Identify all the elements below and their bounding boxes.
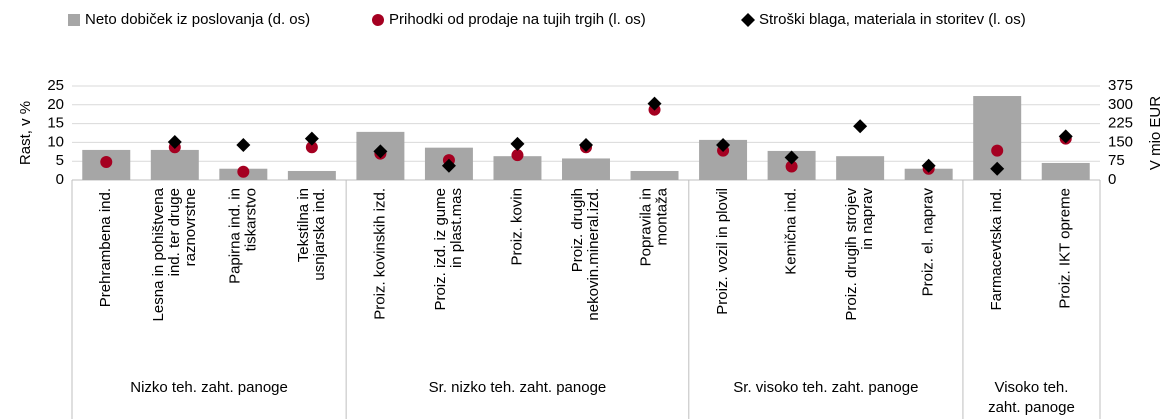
x-tick-label: Tekstilna in — [295, 188, 312, 262]
bar — [150, 149, 199, 180]
x-tick-label: in plast.mas — [448, 188, 465, 268]
y-tick-label: 5 — [56, 152, 64, 169]
group-label: Sr. visoko teh. zaht. panoge — [733, 379, 918, 396]
y-tick-label: 20 — [47, 96, 64, 113]
x-tick-label: Lesna in pohištvena — [150, 187, 167, 321]
legend-label: Stroški blaga, materiala in storitev (l.… — [759, 11, 1026, 28]
x-tick-label: tiskarstvo — [242, 188, 259, 251]
bar — [630, 170, 679, 180]
legend-swatch — [68, 14, 80, 26]
x-tick-label: Proiz. kovinskih izd. — [371, 188, 388, 320]
x-tick-label: Proiz. drugih strojev — [843, 188, 860, 321]
bar — [287, 170, 336, 180]
diamond-marker — [167, 135, 182, 150]
x-tick-label: ind. ter druge — [166, 188, 183, 276]
y-tick-label: 25 — [47, 77, 64, 94]
bar — [1041, 162, 1090, 180]
diamond-marker — [716, 138, 731, 153]
circle-marker — [511, 149, 524, 162]
group-label: Sr. nizko teh. zaht. panoge — [429, 379, 607, 396]
y2-tick-label: 375 — [1108, 77, 1133, 94]
legend-label: Neto dobiček iz poslovanja (d. os) — [85, 11, 310, 28]
y-tick-label: 15 — [47, 115, 64, 132]
circle-marker — [991, 144, 1004, 157]
diamond-marker — [236, 138, 251, 153]
diamond-marker — [579, 138, 593, 153]
circle-marker — [100, 155, 113, 168]
y-tick-label: 10 — [47, 133, 64, 150]
x-tick-label: Proiz. drugih — [569, 188, 586, 272]
x-tick-label: in naprav — [859, 188, 876, 250]
y2-tick-label: 150 — [1108, 133, 1133, 150]
diamond-marker — [921, 158, 936, 173]
x-tick-label: Kemična ind. — [783, 188, 800, 275]
group-label: Nizko teh. zaht. panoge — [130, 379, 288, 396]
x-tick-label: usnjarska ind. — [311, 188, 328, 281]
x-tick-label: Prehrambena ind. — [97, 188, 114, 307]
diamond-marker — [647, 96, 662, 111]
y2-tick-label: 300 — [1108, 96, 1133, 113]
group-label: Visoko teh. — [994, 379, 1068, 396]
x-tick-label: raznovrstne — [182, 188, 199, 266]
diamond-marker — [510, 136, 525, 151]
y2-axis-title: V mio EUR — [1147, 96, 1164, 170]
y-axis-title: Rast, v % — [17, 101, 34, 165]
diamond-marker — [1058, 129, 1073, 144]
diamond-marker — [441, 158, 456, 173]
diamond-marker — [784, 150, 799, 165]
y2-tick-label: 0 — [1108, 171, 1116, 188]
x-tick-label: Proiz. IKT opreme — [1057, 188, 1074, 309]
circle-marker — [237, 165, 250, 178]
bar — [562, 158, 610, 180]
x-tick-label: nekovin.mineral.izd. — [585, 188, 602, 321]
x-tick-label: montaža — [654, 187, 671, 245]
legend-label: Prihodki od prodaje na tujih trgih (l. o… — [389, 11, 646, 28]
bar — [493, 156, 542, 180]
x-tick-label: Farmacevtska ind. — [988, 188, 1005, 311]
x-tick-label: Proiz. izd. iz gume — [432, 188, 449, 311]
diamond-marker — [304, 131, 319, 146]
x-tick-label: Papirna ind. in — [226, 188, 243, 284]
y-tick-label: 0 — [56, 171, 64, 188]
y2-tick-label: 225 — [1108, 115, 1133, 132]
diamond-marker — [373, 144, 388, 159]
circle-marker — [785, 160, 798, 173]
x-tick-label: Proiz. vozil in plovil — [714, 188, 731, 315]
y2-tick-label: 75 — [1108, 152, 1125, 169]
diamond-marker — [853, 119, 868, 134]
diamond-marker — [990, 161, 1005, 176]
group-label: zaht. panoge — [988, 399, 1075, 416]
x-tick-label: Proiz. el. naprav — [920, 188, 937, 297]
x-tick-label: Proiz. kovin — [508, 188, 525, 266]
circle-marker — [305, 141, 318, 154]
legend-swatch — [372, 14, 384, 26]
legend-swatch — [741, 13, 755, 27]
x-tick-label: Popravila in — [638, 188, 655, 266]
bar — [836, 156, 885, 180]
